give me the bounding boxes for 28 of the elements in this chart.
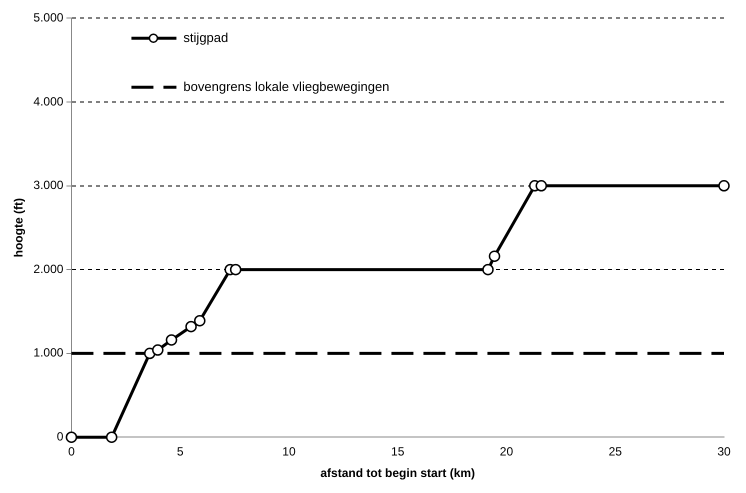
legend-label: bovengrens lokale vliegbewegingen: [183, 78, 390, 94]
y-tick-label: 5.000: [33, 10, 64, 25]
y-tick-label: 2.000: [33, 262, 64, 276]
x-tick-label: 15: [391, 444, 405, 459]
x-axis-title: afstand tot begin start (km): [320, 466, 476, 480]
y-tick-label: 0: [56, 430, 64, 444]
y-tick-label: 1.000: [33, 346, 64, 360]
point: [482, 264, 494, 276]
point: [166, 334, 178, 346]
point: [152, 344, 164, 356]
x-tick-label: 5: [176, 444, 184, 459]
y-tick-label: 4.000: [33, 94, 64, 108]
y-tick-label: 3.000: [33, 178, 64, 192]
point: [536, 180, 548, 192]
point: [185, 320, 197, 332]
legend-label: stijgpad: [183, 30, 228, 45]
x-tick-label: 10: [282, 444, 296, 459]
point: [718, 180, 730, 192]
point: [194, 314, 206, 326]
x-tick-label: 25: [608, 444, 622, 459]
y-axis-title: hoogte (ft): [12, 198, 26, 258]
x-tick-label: 20: [500, 444, 514, 459]
point: [66, 431, 78, 443]
point: [230, 264, 242, 276]
point: [488, 250, 500, 262]
x-tick-label: 0: [68, 444, 76, 459]
x-tick-label: 30: [717, 444, 731, 459]
point: [106, 431, 118, 443]
